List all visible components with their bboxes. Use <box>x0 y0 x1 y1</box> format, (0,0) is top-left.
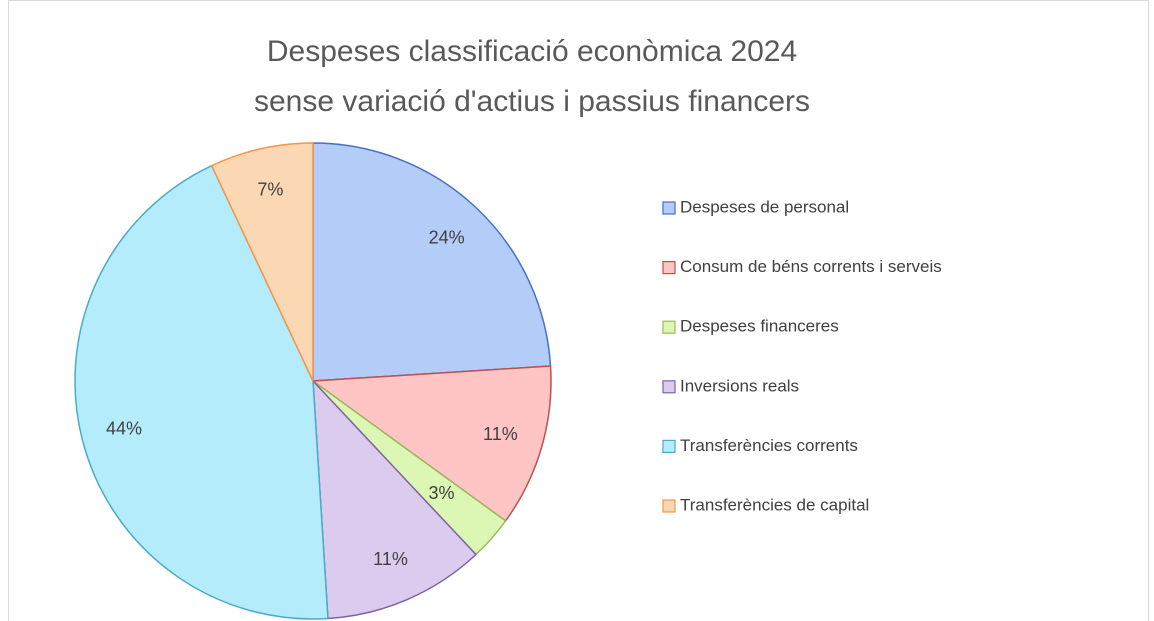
legend-swatch <box>662 201 676 215</box>
pie-slice <box>312 378 477 620</box>
chart-title: sense variació d'actius i passius financ… <box>254 85 810 118</box>
legend-label: Transferències corrents <box>680 436 858 455</box>
legend-label: Inversions reals <box>680 376 799 395</box>
pie-slice <box>312 142 552 382</box>
legend-label: Despeses financeres <box>680 317 839 336</box>
pie-slice <box>210 142 314 382</box>
data-label: 44% <box>106 418 142 438</box>
legend-swatch <box>662 320 676 334</box>
legend-label: Despeses de personal <box>680 197 849 216</box>
data-label: 11% <box>373 549 408 569</box>
legend-swatch <box>662 499 676 513</box>
legend-swatch <box>662 261 676 275</box>
legend-swatch <box>662 439 676 453</box>
legend-label: Transferències de capital <box>680 495 869 514</box>
legend-swatch <box>662 380 676 394</box>
legend-label: Consum de béns corrents i serveis <box>680 257 942 276</box>
data-label: 7% <box>257 179 283 199</box>
chart-title: Despeses classificació econòmica 2024 <box>267 35 797 68</box>
pie-slice <box>310 365 552 522</box>
data-label: 11% <box>483 424 518 444</box>
data-label: 3% <box>429 483 455 503</box>
data-label: 24% <box>429 227 465 247</box>
